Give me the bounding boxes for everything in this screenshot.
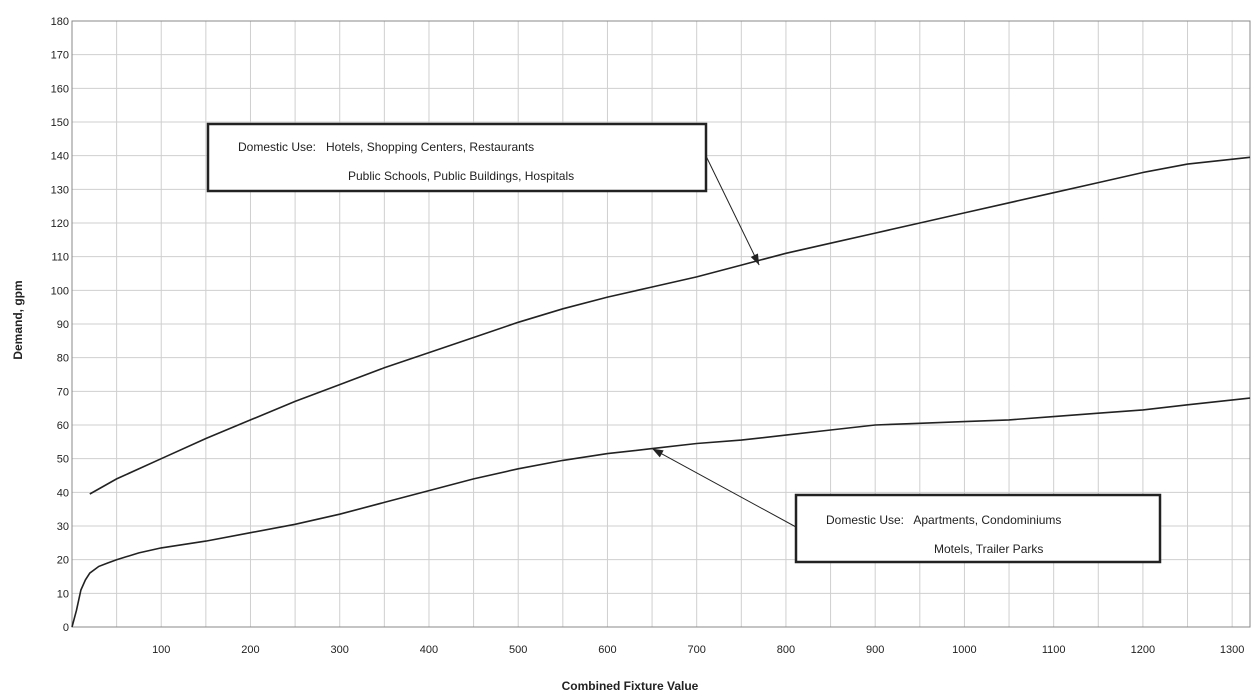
x-tick-label: 900 bbox=[866, 644, 884, 656]
x-axis-title: Combined Fixture Value bbox=[562, 679, 699, 693]
x-tick-label: 1100 bbox=[1042, 644, 1066, 656]
y-tick-label: 100 bbox=[51, 285, 69, 297]
x-tick-labels: 100 200 300 400 500 600 700 800 900 1000 1100 1200 1… bbox=[152, 644, 1244, 656]
y-tick-labels: 0 10 20 30 40 50 60 70 80 90 100 110 120 130 140 150 160… bbox=[51, 16, 69, 634]
series-lines bbox=[71, 156, 1251, 628]
y-tick-label: 180 bbox=[51, 16, 69, 28]
callout-hotels-box bbox=[206, 122, 708, 193]
x-tick-label: 200 bbox=[241, 644, 259, 656]
callout-hotels-arrow bbox=[705, 155, 760, 266]
callout-apartments-line-2: Motels, Trailer Parks bbox=[934, 542, 1043, 556]
x-tick-label: 1000 bbox=[952, 644, 976, 656]
x-tick-label: 600 bbox=[598, 644, 616, 656]
x-tick-label: 700 bbox=[688, 644, 706, 656]
callout-apartments-arrow bbox=[651, 448, 797, 528]
y-tick-label: 40 bbox=[57, 487, 69, 499]
x-tick-label: 800 bbox=[777, 644, 795, 656]
x-tick-label: 1200 bbox=[1131, 644, 1155, 656]
callout-hotels-line-1: Domestic Use: Hotels, Shopping Centers, … bbox=[238, 140, 534, 154]
y-tick-label: 140 bbox=[51, 151, 69, 163]
y-tick-label: 50 bbox=[57, 454, 69, 466]
y-tick-label: 170 bbox=[51, 50, 69, 62]
y-tick-label: 120 bbox=[51, 218, 69, 230]
series-line-apartments bbox=[71, 397, 1251, 628]
y-tick-label: 0 bbox=[63, 622, 69, 634]
y-tick-label: 110 bbox=[51, 252, 69, 264]
plot-frame bbox=[71, 20, 1251, 628]
x-tick-label: 500 bbox=[509, 644, 527, 656]
callout-hotels-line-2: Public Schools, Public Buildings, Hospit… bbox=[348, 169, 574, 183]
y-axis-title: Demand, gpm bbox=[11, 280, 25, 359]
series-line-hotels bbox=[89, 156, 1251, 495]
y-tick-label: 80 bbox=[57, 353, 69, 365]
y-tick-label: 90 bbox=[57, 319, 69, 331]
callout-hotels-arrowhead bbox=[750, 253, 760, 266]
callout-apartments: Domestic Use: Apartments, Condominiums M… bbox=[651, 448, 1162, 564]
y-tick-label: 70 bbox=[57, 386, 69, 398]
callout-hotels: Domestic Use: Hotels, Shopping Centers, … bbox=[206, 122, 760, 266]
y-tick-label: 20 bbox=[57, 555, 69, 567]
y-tick-label: 30 bbox=[57, 521, 69, 533]
callout-apartments-line-1: Domestic Use: Apartments, Condominiums bbox=[826, 513, 1061, 527]
callout-apartments-arrowhead bbox=[652, 448, 664, 458]
x-tick-label: 1300 bbox=[1220, 644, 1244, 656]
y-tick-label: 150 bbox=[51, 117, 69, 129]
y-tick-label: 130 bbox=[51, 184, 69, 196]
y-tick-label: 10 bbox=[57, 588, 69, 600]
y-tick-label: 60 bbox=[57, 420, 69, 432]
x-tick-label: 400 bbox=[420, 644, 438, 656]
x-tick-label: 300 bbox=[331, 644, 349, 656]
callout-apartments-box bbox=[794, 493, 1162, 564]
y-tick-label: 160 bbox=[51, 83, 69, 95]
x-tick-label: 100 bbox=[152, 644, 170, 656]
